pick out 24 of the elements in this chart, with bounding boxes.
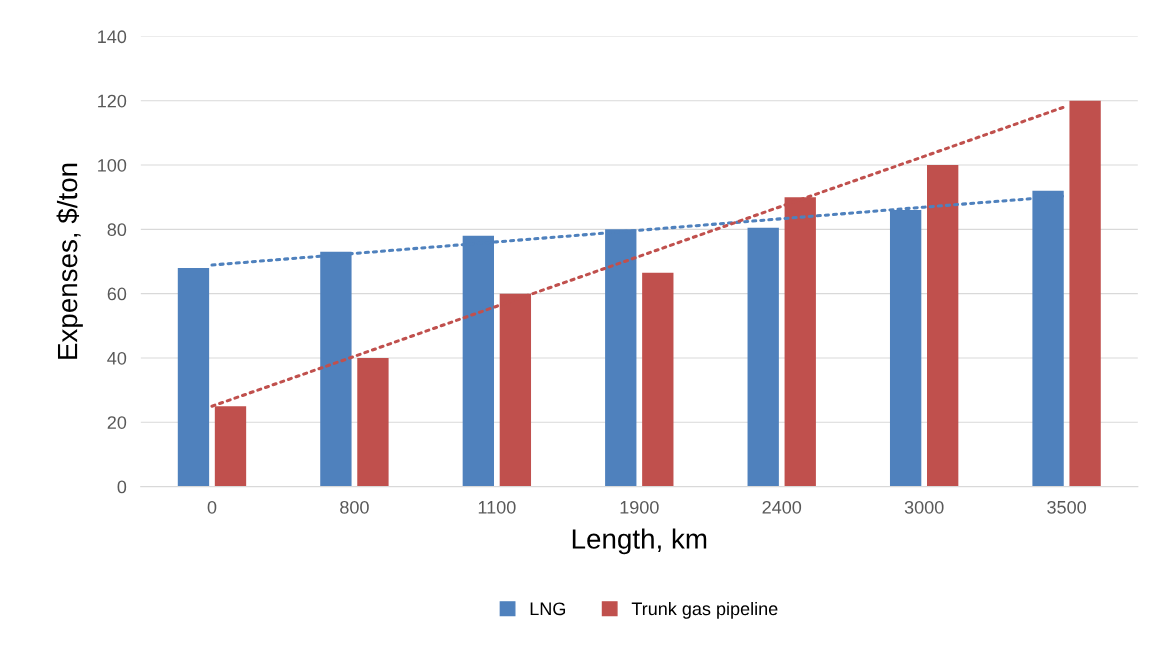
y-axis-title: Expenses, $/ton [56, 163, 83, 359]
y-tick-label: 0 [117, 480, 127, 494]
bar [927, 165, 959, 487]
x-tick-label: 0 [207, 500, 217, 514]
y-tick-label: 80 [107, 223, 127, 237]
bar [177, 267, 210, 487]
x-tick-label: 3500 [1047, 500, 1086, 514]
x-tick-label: 800 [340, 500, 369, 514]
x-tick-label: 2400 [762, 500, 802, 514]
x-axis-title: Length, km [572, 528, 707, 555]
x-tick-label: 3000 [904, 500, 944, 514]
x-tick-label: 1900 [620, 500, 659, 514]
y-tick-label: 140 [98, 30, 127, 44]
legend-label: Trunk gas pipeline [631, 601, 778, 619]
y-tick-label: 100 [98, 158, 127, 172]
bar [1069, 100, 1101, 487]
y-tick-label: 40 [107, 351, 127, 365]
y-tick-label: 60 [107, 287, 127, 301]
y-tick-label: 120 [98, 94, 127, 108]
bar [642, 272, 674, 487]
legend-label: LNG [530, 602, 566, 616]
y-tick-label: 20 [107, 416, 127, 429]
bar [747, 227, 779, 487]
x-tick-label: 1100 [478, 500, 516, 514]
